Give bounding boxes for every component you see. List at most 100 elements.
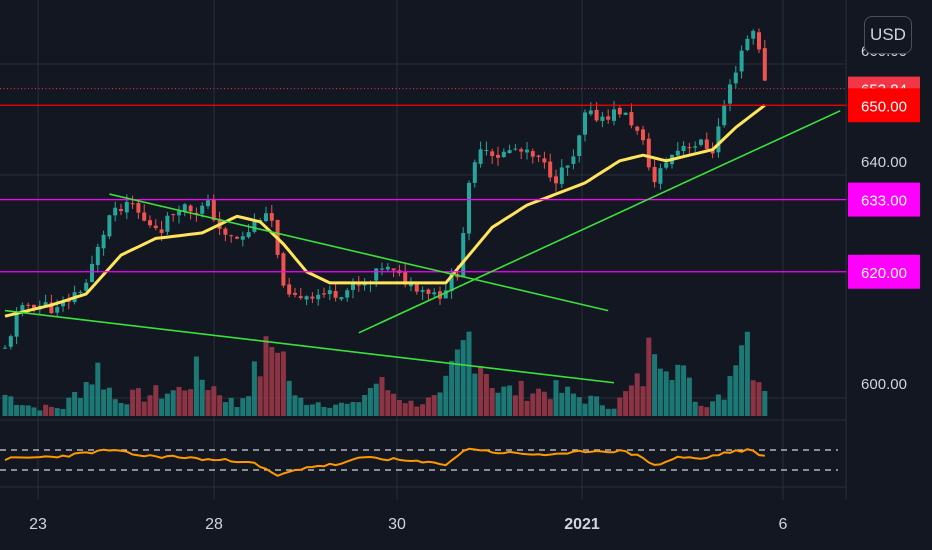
volume-bar xyxy=(420,404,426,416)
volume-bar xyxy=(721,399,727,416)
level-badge xyxy=(848,254,920,289)
candle-body xyxy=(739,50,744,72)
candle-body xyxy=(90,263,94,283)
candle-body xyxy=(345,290,350,298)
currency-button[interactable]: USD xyxy=(864,16,912,54)
volume-bar xyxy=(669,379,675,416)
volume-bar xyxy=(489,388,495,416)
candle-body xyxy=(130,203,135,205)
candle-body xyxy=(577,135,582,157)
candle-body xyxy=(240,236,245,240)
volume-bar xyxy=(43,404,49,416)
volume-bar xyxy=(582,403,588,416)
candle-body xyxy=(617,108,622,115)
volume-bar xyxy=(234,407,240,416)
volume-bar xyxy=(77,398,83,416)
volume-bar xyxy=(37,410,43,416)
candle-body xyxy=(699,139,703,145)
volume-bar xyxy=(170,390,176,416)
volume-bar xyxy=(315,402,321,416)
volume-bar xyxy=(715,394,721,416)
candle-body xyxy=(588,110,593,115)
candle-body xyxy=(629,112,634,126)
volume-bar xyxy=(611,408,617,416)
candle-body xyxy=(153,225,158,229)
candle-body xyxy=(211,199,216,221)
trendline xyxy=(4,309,615,384)
volume-bar xyxy=(362,395,368,416)
volume-bar xyxy=(193,356,199,416)
candle-body xyxy=(380,268,384,270)
volume-bar xyxy=(176,386,182,416)
volume-bar xyxy=(217,395,223,416)
candle-body xyxy=(252,221,257,232)
candle-body xyxy=(559,167,564,184)
volume-bar xyxy=(391,393,397,416)
volume-bar xyxy=(443,375,449,416)
candle-body xyxy=(484,150,489,152)
candle-body xyxy=(571,156,576,164)
candle-body xyxy=(281,253,286,286)
volume-bar xyxy=(269,347,275,416)
volume-bar xyxy=(559,392,565,416)
volume-bar xyxy=(750,380,756,416)
volume-bar xyxy=(101,389,107,416)
candle-body xyxy=(101,234,106,249)
volume-bar xyxy=(692,401,698,416)
candle-body xyxy=(188,205,193,212)
volume-bar xyxy=(83,382,89,416)
volume-bar xyxy=(280,351,286,416)
candle-body xyxy=(710,150,715,154)
level-badge xyxy=(848,182,920,217)
volume-bar xyxy=(756,382,762,416)
candle-body xyxy=(55,307,60,313)
candle-body xyxy=(235,236,239,239)
candle-body xyxy=(26,304,31,306)
candle-body xyxy=(420,290,425,292)
volume-bar xyxy=(454,349,460,416)
candle-body xyxy=(107,215,112,237)
candle-body xyxy=(594,109,599,121)
price-tick-label: 640.00 xyxy=(861,154,907,171)
candle-body xyxy=(467,182,471,234)
candle-body xyxy=(554,176,558,184)
volume-bar xyxy=(373,383,379,416)
volume-bar xyxy=(222,402,228,416)
volume-bar xyxy=(309,404,315,416)
candle-body xyxy=(536,155,541,157)
candle-body xyxy=(84,282,89,291)
volume-bar xyxy=(130,389,136,416)
volume-bar xyxy=(385,390,391,416)
volume-bar xyxy=(634,373,640,416)
candle-body xyxy=(641,129,645,141)
volume-bar xyxy=(640,386,646,416)
candle-body xyxy=(461,233,466,278)
candle-body xyxy=(403,272,408,285)
candle-body xyxy=(95,246,100,266)
candle-body xyxy=(646,138,651,168)
candle-body xyxy=(681,145,686,152)
time-tick-label: 6 xyxy=(779,516,788,533)
candle-body xyxy=(177,211,181,216)
volume-bar xyxy=(408,400,414,416)
time-tick-label: 30 xyxy=(388,516,406,533)
candle-body xyxy=(733,72,738,84)
volume-bar xyxy=(588,395,594,416)
volume-bar xyxy=(48,406,54,416)
candle-body xyxy=(675,150,680,156)
candle-body xyxy=(3,347,7,349)
volume-bar xyxy=(350,401,356,416)
volume-bar xyxy=(483,373,489,416)
candle-body xyxy=(113,207,118,216)
volume-bar xyxy=(524,400,530,416)
candle-body xyxy=(583,112,587,135)
candle-body xyxy=(490,151,495,157)
time-tick-label: 23 xyxy=(29,516,47,533)
volume-bar xyxy=(211,386,217,416)
candle-body xyxy=(264,213,268,222)
candle-body xyxy=(206,200,210,207)
volume-bar xyxy=(402,403,408,416)
candle-body xyxy=(356,284,361,286)
